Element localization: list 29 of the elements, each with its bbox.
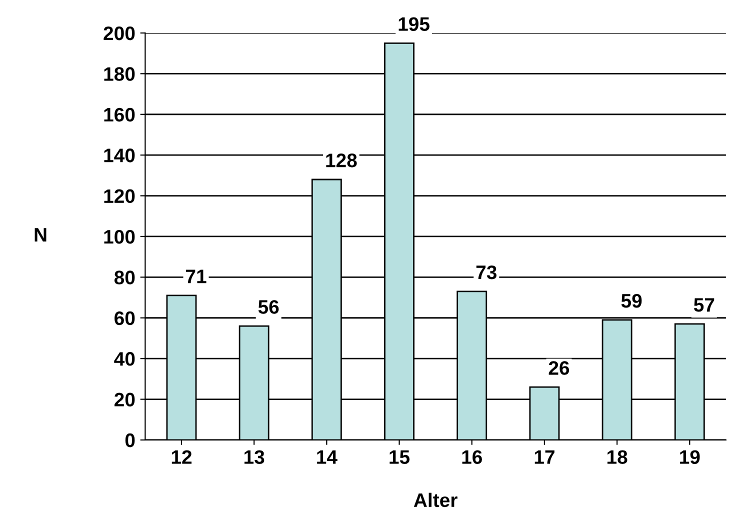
y-tick-label: 120 (104, 189, 135, 204)
x-tick-label: 12 (172, 450, 192, 464)
data-label: 71 (186, 270, 206, 284)
data-label: 128 (326, 154, 357, 168)
x-tick-label: 16 (462, 450, 482, 464)
y-tick-label: 140 (104, 148, 135, 162)
y-tick-label: 160 (104, 108, 135, 122)
x-tick-label: 14 (317, 450, 338, 464)
y-tick-label: 60 (114, 311, 135, 326)
data-label: 73 (476, 265, 496, 280)
y-tick-label: 0 (125, 433, 135, 448)
data-label: 57 (694, 298, 714, 312)
y-tick-label: 40 (114, 352, 135, 366)
data-label: 26 (548, 361, 570, 375)
x-tick-label: 19 (680, 450, 700, 464)
x-tick-label: 18 (607, 450, 628, 464)
y-tick-label: 80 (114, 270, 135, 284)
data-label: 59 (621, 294, 642, 308)
y-axis-title: N (34, 228, 46, 242)
y-tick-label: 200 (104, 26, 135, 40)
data-label: 195 (398, 17, 430, 31)
x-tick-label: 13 (244, 450, 264, 464)
y-tick-label: 100 (104, 230, 135, 244)
x-tick-label: 17 (534, 450, 554, 464)
y-tick-label: 20 (114, 392, 135, 407)
x-tick-label: 15 (390, 450, 410, 464)
y-tick-label: 180 (104, 67, 135, 81)
x-axis-title: Alter (414, 492, 458, 508)
data-label: 56 (258, 300, 279, 314)
